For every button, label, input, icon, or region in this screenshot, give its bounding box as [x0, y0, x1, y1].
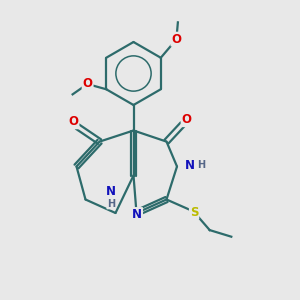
Text: O: O: [171, 33, 182, 46]
Text: O: O: [82, 77, 93, 90]
Text: N: N: [106, 185, 116, 198]
Text: H: H: [197, 160, 205, 170]
Text: H: H: [107, 199, 115, 209]
Text: N: N: [184, 159, 195, 172]
Text: O: O: [182, 113, 192, 126]
Text: S: S: [190, 206, 198, 219]
Text: N: N: [132, 208, 142, 221]
Text: O: O: [68, 115, 79, 128]
